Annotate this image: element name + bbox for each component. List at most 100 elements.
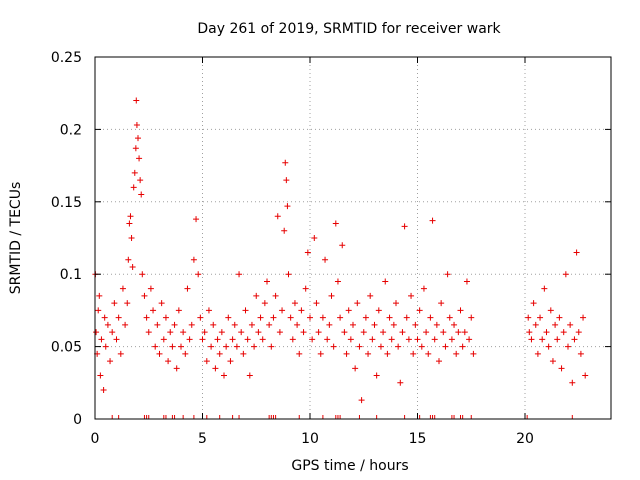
data-point [136,155,143,162]
data-point [433,321,440,328]
data-point [115,314,122,321]
data-point [438,300,445,307]
data-point [109,329,116,336]
data-point [580,314,587,321]
data-point [201,329,208,336]
data-point [132,145,139,152]
data-point [138,191,145,198]
data-point [307,314,313,321]
data-point [261,300,268,307]
data-point [552,321,559,328]
data-point [446,314,453,321]
x-tick-label: 20 [516,431,534,447]
data-point [384,350,391,357]
data-point [129,263,136,270]
data-point [229,336,236,343]
data-point [332,220,339,227]
data-point [289,336,296,343]
data-point [466,336,473,343]
data-point [139,271,146,278]
data-point [317,350,324,357]
data-point [156,350,163,357]
data-point [231,321,238,328]
data-point [102,343,109,350]
data-point [358,397,365,404]
data-point [95,307,102,314]
data-point [131,169,138,176]
data-point [337,314,344,321]
data-point [575,329,582,336]
data-point [119,285,126,292]
data-point [285,271,292,278]
data-point [429,217,436,224]
data-point [122,321,129,328]
data-point [526,329,533,336]
data-point [457,307,464,314]
data-point [562,271,569,278]
data-point [390,321,397,328]
data-point [354,300,361,307]
data-point [386,314,393,321]
data-point [162,314,169,321]
data-point [255,329,262,336]
data-point [175,307,182,314]
y-axis-label: SRMTID / TECUs [8,182,24,295]
data-point [178,343,184,350]
data-point [350,321,356,328]
data-point [173,365,180,372]
data-point [259,336,266,343]
data-point [141,292,148,299]
data-point [298,307,305,314]
data-point [294,321,301,328]
data-point [137,177,144,184]
data-point [218,329,225,336]
data-point [291,300,298,307]
data-point [143,314,150,321]
data-point [347,336,354,343]
data-point [107,358,114,365]
data-point [167,329,174,336]
data-point [128,235,135,241]
data-point [266,321,273,328]
data-point [427,314,434,321]
data-point [101,314,108,321]
data-point [541,285,548,292]
data-point [549,358,556,365]
data-point [539,336,546,343]
data-point [221,372,227,379]
data-point [208,343,215,350]
data-point [287,314,294,321]
data-point [93,329,100,336]
data-point [403,314,410,321]
grid [95,57,611,419]
data-point [382,278,389,285]
data-point [565,343,571,350]
data-point [150,307,157,314]
data-point [543,329,550,336]
data-point [124,300,131,307]
data-point [440,329,447,336]
data-point [171,321,178,328]
data-point [160,336,167,343]
data-point [244,336,251,343]
y-tick-label: 0.15 [51,195,82,211]
data-point [525,314,532,321]
data-points [92,97,589,404]
data-point [420,285,427,292]
data-point [582,372,589,379]
data-point [401,223,408,230]
data-point [227,358,234,365]
data-point [284,203,291,210]
data-point [296,350,303,357]
data-point [113,336,120,343]
data-point [425,350,432,357]
data-point [339,242,346,249]
data-point [528,336,535,343]
data-point [569,379,576,386]
data-point [416,307,423,314]
data-point [300,329,307,336]
x-tick-label: 5 [198,431,207,447]
data-point [182,350,189,357]
data-point [341,329,348,336]
data-point [414,336,421,343]
